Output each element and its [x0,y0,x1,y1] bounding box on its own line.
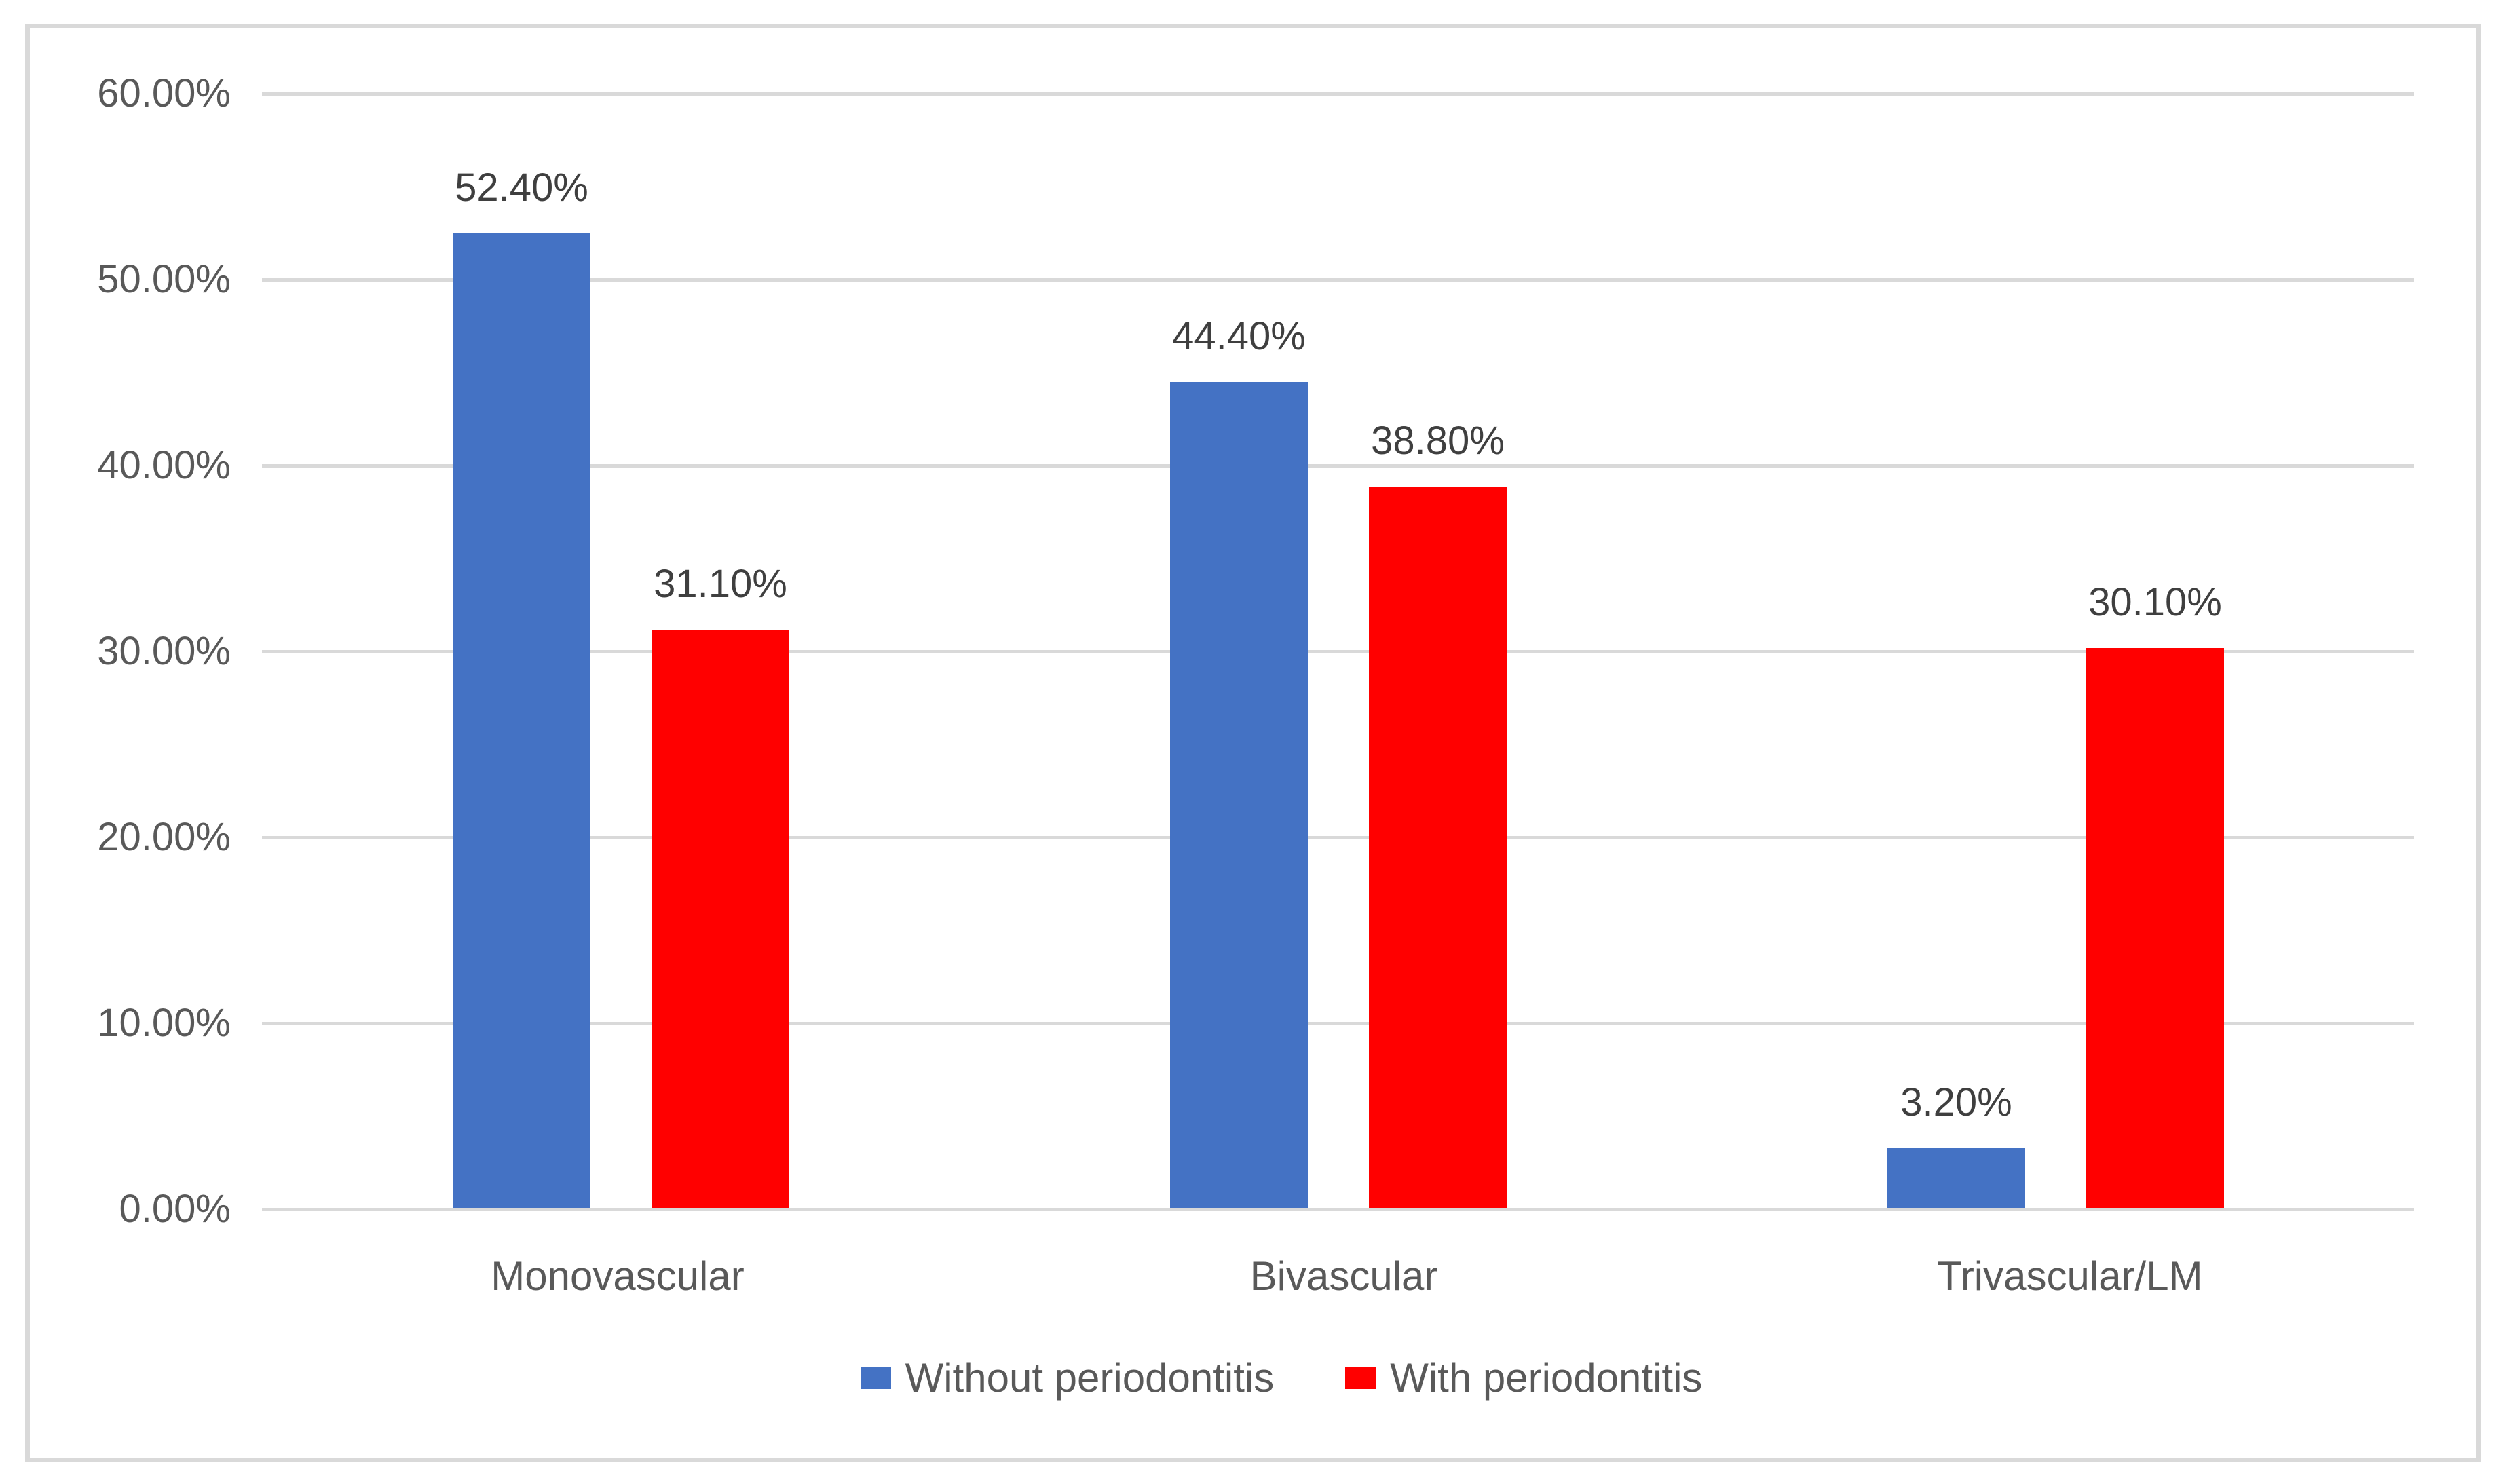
bar-without-periodontitis-trivascular-lm [1887,1148,2025,1208]
legend-item-without-periodontitis: Without periodontitis [860,1354,1275,1403]
x-axis-label-bivascular: Bivascular [1249,1253,1438,1299]
y-axis-tick-label: 60.00% [97,71,231,115]
x-axis-label-monovascular: Monovascular [491,1253,745,1299]
y-axis-tick-label: 10.00% [97,1001,231,1045]
legend-item-with-periodontitis: With periodontitis [1345,1354,1702,1403]
gridline-50 [262,278,2414,282]
plot-area: 52.40% 31.10% 44.40% 38.80% 3.20% 30.10% [262,92,2414,1211]
data-label: 52.40% [455,166,588,210]
y-axis-tick-label: 30.00% [97,629,231,673]
y-axis-tick-label: 0.00% [119,1187,231,1231]
y-axis-tick-label: 50.00% [97,257,231,301]
legend-label: Without periodontitis [905,1355,1275,1401]
data-label: 31.10% [654,562,787,606]
x-axis-label-trivascular-lm: Trivascular/LM [1937,1253,2203,1299]
data-label: 38.80% [1371,419,1505,463]
bar-with-periodontitis-monovascular [652,630,789,1208]
bar-without-periodontitis-bivascular [1170,382,1308,1208]
chart-legend: Without periodontitis With periodontitis [58,1354,2505,1403]
y-axis-tick-label: 40.00% [97,443,231,487]
y-axis-tick-label: 20.00% [97,815,231,859]
legend-swatch-red [1345,1367,1376,1389]
gridline-40 [262,464,2414,468]
gridline-30 [262,650,2414,653]
bar-without-periodontitis-monovascular [453,233,590,1208]
legend-label: With periodontitis [1390,1355,1703,1401]
data-label: 3.20% [1900,1080,2012,1124]
data-label: 44.40% [1172,314,1306,358]
gridline-0 [262,1208,2414,1211]
gridline-60 [262,92,2414,96]
gridline-20 [262,836,2414,839]
bar-with-periodontitis-trivascular-lm [2086,648,2224,1208]
bar-with-periodontitis-bivascular [1369,487,1507,1208]
legend-swatch-blue [860,1367,891,1389]
gridline-10 [262,1022,2414,1025]
data-label: 30.10% [2088,580,2222,624]
